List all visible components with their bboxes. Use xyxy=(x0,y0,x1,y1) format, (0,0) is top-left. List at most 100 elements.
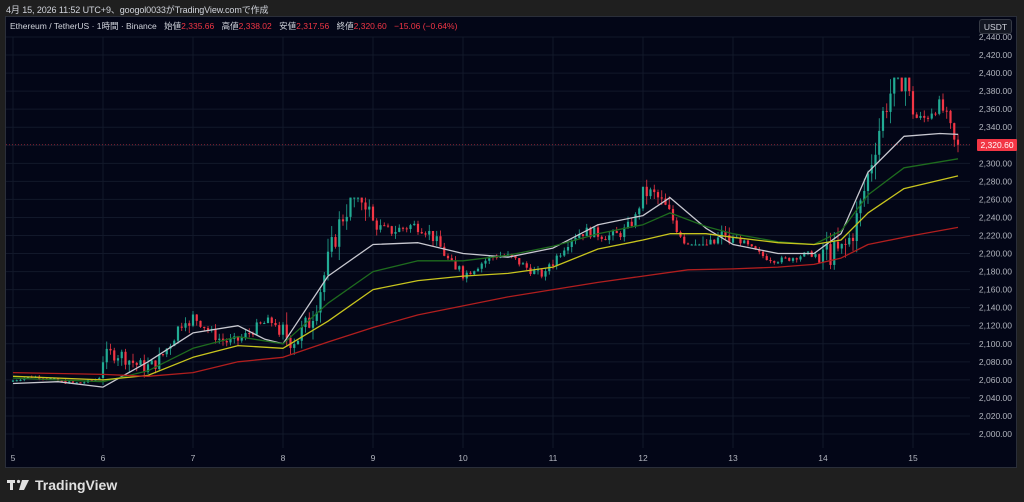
candle-up xyxy=(521,263,525,265)
candle-down xyxy=(604,238,607,241)
candle-up xyxy=(533,270,536,275)
candle-up xyxy=(859,200,862,214)
candle-down xyxy=(131,360,135,363)
price-axis-label: 2,380.00 xyxy=(979,86,1012,96)
candle-down xyxy=(836,241,840,249)
candle-down xyxy=(259,322,262,324)
candle-up xyxy=(98,378,101,380)
candle-up xyxy=(874,154,877,166)
candle-up xyxy=(611,230,615,236)
candle-up xyxy=(563,250,566,256)
candle-up xyxy=(480,263,483,269)
candle-up xyxy=(319,292,322,313)
candle-down xyxy=(818,254,821,263)
candle-up xyxy=(176,326,180,341)
candle-up xyxy=(570,240,573,247)
candle-up xyxy=(435,236,438,242)
candle-down xyxy=(713,239,716,244)
low-value: 2,317.56 xyxy=(296,21,330,31)
candle-up xyxy=(293,344,296,348)
candle-down xyxy=(551,264,555,266)
candle-up xyxy=(191,314,195,326)
candle-up xyxy=(244,333,247,338)
candle-up xyxy=(544,271,547,277)
candle-up xyxy=(409,225,412,230)
candle-down xyxy=(454,260,457,270)
candle-up xyxy=(881,110,885,131)
candle-down xyxy=(739,237,742,244)
candle-down xyxy=(581,234,585,236)
candle-down xyxy=(769,260,772,262)
candle-up xyxy=(345,216,348,222)
candle-up xyxy=(120,351,123,359)
candle-down xyxy=(364,202,367,210)
candle-up xyxy=(791,258,795,261)
candle-up xyxy=(555,255,558,266)
candle-down xyxy=(278,325,281,335)
candle-down xyxy=(683,236,686,244)
candle-down xyxy=(923,115,926,118)
candle-up xyxy=(799,256,802,260)
brand-name: TradingView xyxy=(35,477,118,493)
candle-up xyxy=(428,230,431,235)
candle-down xyxy=(188,323,191,326)
candle-down xyxy=(686,243,690,245)
low-label: 安値 xyxy=(279,21,297,31)
candle-up xyxy=(904,77,907,92)
candle-down xyxy=(941,99,945,111)
currency-button[interactable]: USDT xyxy=(979,19,1012,34)
tradingview-brand[interactable]: TradingView xyxy=(7,477,117,493)
candle-down xyxy=(360,197,363,203)
price-axis-label: 2,020.00 xyxy=(979,411,1012,421)
candle-up xyxy=(623,227,626,238)
candle-down xyxy=(615,230,618,234)
candle-down xyxy=(784,257,787,259)
price-axis-label: 2,280.00 xyxy=(979,176,1012,186)
candle-up xyxy=(866,173,870,191)
candle-up xyxy=(896,77,900,79)
candle-up xyxy=(840,243,843,249)
candle-down xyxy=(900,77,903,92)
candle-down xyxy=(949,110,952,124)
candle-up xyxy=(638,208,641,215)
candle-up xyxy=(593,227,596,238)
candle-up xyxy=(848,237,851,245)
candle-up xyxy=(566,246,570,251)
candle-up xyxy=(116,358,120,361)
candle-up xyxy=(878,130,881,155)
candle-up xyxy=(694,244,697,246)
candle-up xyxy=(315,312,318,321)
candle-up xyxy=(53,378,56,380)
candle-down xyxy=(518,258,521,265)
candle-up xyxy=(780,257,783,263)
candle-up xyxy=(139,360,142,365)
price-axis-label: 2,360.00 xyxy=(979,104,1012,114)
candle-down xyxy=(656,192,660,198)
candle-up xyxy=(240,337,243,341)
time-axis-label: 15 xyxy=(908,453,918,463)
candle-down xyxy=(653,189,656,193)
symbol-title[interactable]: Ethereum / TetherUS · 1時間 · Binance xyxy=(10,21,157,31)
candle-up xyxy=(698,244,701,246)
candle-down xyxy=(341,219,345,222)
open-label: 始値 xyxy=(164,21,182,31)
candle-down xyxy=(510,254,513,257)
candle-down xyxy=(161,354,165,356)
candle-down xyxy=(90,379,93,381)
candle-down xyxy=(758,249,761,252)
candle-down xyxy=(225,340,228,343)
candle-down xyxy=(195,314,198,321)
candle-down xyxy=(236,336,240,341)
candle-up xyxy=(413,223,416,226)
candle-up xyxy=(379,225,382,230)
time-axis-label: 8 xyxy=(281,453,286,463)
candle-down xyxy=(199,320,202,327)
candle-down xyxy=(495,256,498,258)
candle-up xyxy=(488,256,491,261)
candle-down xyxy=(113,350,116,361)
candle-down xyxy=(630,221,633,226)
candle-down xyxy=(754,246,757,250)
candle-up xyxy=(743,240,746,244)
candle-down xyxy=(934,113,937,115)
